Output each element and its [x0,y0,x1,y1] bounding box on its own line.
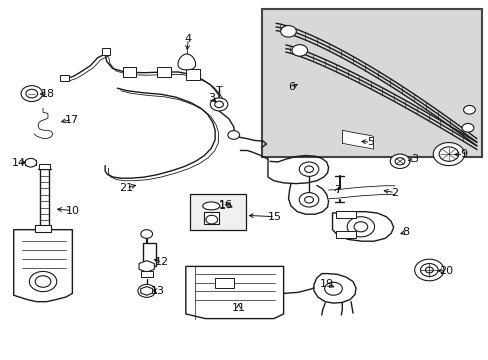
Circle shape [438,147,458,161]
Bar [157,67,170,77]
Circle shape [138,284,155,297]
Text: 6: 6 [287,82,294,92]
Text: 12: 12 [155,257,169,267]
Text: 17: 17 [65,114,79,125]
Text: 9: 9 [459,149,466,159]
Circle shape [420,264,437,276]
Bar [60,75,69,81]
Circle shape [280,26,296,37]
Polygon shape [332,212,393,241]
Circle shape [432,143,464,166]
Ellipse shape [202,202,219,210]
Bar [39,164,50,169]
Circle shape [324,282,342,295]
Circle shape [414,259,443,281]
Bar [186,69,200,80]
Polygon shape [178,54,195,70]
Circle shape [394,158,404,165]
Circle shape [304,166,313,172]
Text: 4: 4 [184,34,191,44]
Bar [215,278,233,288]
Text: 5: 5 [366,137,373,147]
Polygon shape [139,261,154,272]
Circle shape [227,131,239,139]
Bar [25,160,36,165]
Text: 16: 16 [219,200,232,210]
Circle shape [21,86,42,102]
Text: 8: 8 [402,227,408,237]
Circle shape [25,158,37,167]
Circle shape [26,89,38,98]
Text: 2: 2 [391,188,398,198]
Bar [102,48,109,55]
Circle shape [353,222,367,232]
Circle shape [425,267,432,273]
Circle shape [291,45,307,56]
Text: 10: 10 [65,206,79,216]
Circle shape [389,154,409,168]
Circle shape [141,230,152,238]
Circle shape [299,162,318,176]
Text: 15: 15 [267,212,281,222]
Bar [336,211,355,218]
Polygon shape [14,230,72,302]
Polygon shape [313,274,355,303]
Text: 20: 20 [438,266,452,276]
Text: 11: 11 [231,303,245,313]
Circle shape [35,276,51,287]
Text: 7: 7 [333,185,340,195]
Text: 14: 14 [12,158,25,168]
Text: 1: 1 [219,201,225,211]
Circle shape [346,217,374,237]
Bar [204,212,219,224]
Bar [142,243,156,266]
Text: 19: 19 [319,279,333,289]
Circle shape [214,101,223,108]
Text: 13: 13 [150,286,164,296]
Bar [35,225,51,232]
Text: 18: 18 [41,89,55,99]
Bar [336,231,355,238]
Polygon shape [141,287,152,295]
Bar [261,9,481,157]
Circle shape [461,123,473,132]
Text: 21: 21 [119,183,133,193]
Circle shape [304,197,313,203]
Bar [141,271,153,277]
Circle shape [210,98,227,111]
Circle shape [205,215,217,224]
Circle shape [299,193,318,207]
Polygon shape [185,266,283,319]
Bar [189,194,245,230]
Bar [122,67,136,77]
Text: 3: 3 [207,93,214,103]
Circle shape [29,271,57,292]
Circle shape [463,105,474,114]
Text: 3: 3 [410,154,417,164]
